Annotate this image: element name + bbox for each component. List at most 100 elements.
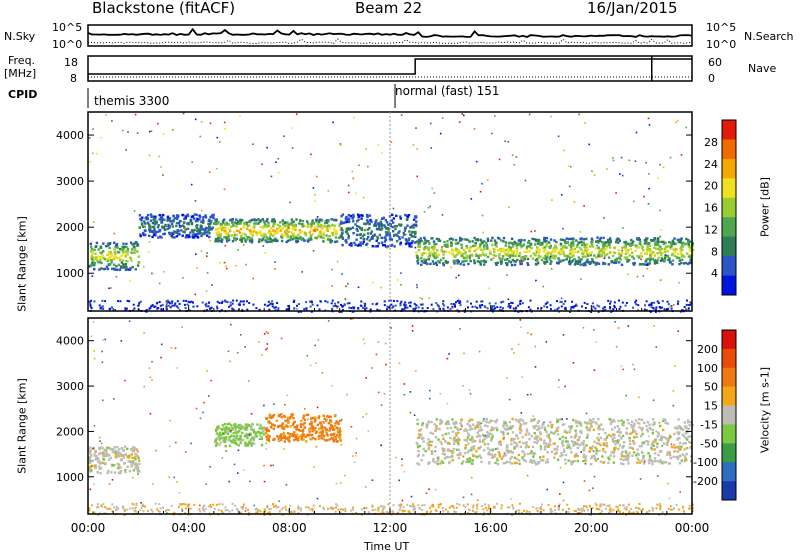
velocity-cell: [642, 457, 645, 460]
power-cell: [507, 140, 510, 143]
power-cell: [438, 239, 442, 242]
power-cell: [632, 262, 635, 265]
power-cell: [348, 302, 351, 305]
power-cell: [305, 301, 307, 304]
velocity-cell: [487, 452, 490, 456]
velocity-cell: [278, 439, 281, 443]
velocity-cell: [472, 447, 476, 450]
velocity-cell: [462, 504, 465, 507]
power-cell: [513, 163, 516, 166]
velocity-cell: [266, 433, 269, 437]
velocity-cell: [446, 420, 449, 423]
velocity-cell: [474, 455, 477, 458]
velocity-cell: [417, 453, 420, 456]
power-cell: [559, 260, 562, 263]
power-cell: [212, 222, 216, 225]
power-cell: [122, 264, 126, 267]
power-cell: [352, 213, 355, 217]
power-cell: [542, 256, 545, 260]
velocity-cell: [469, 438, 472, 441]
power-cell: [393, 245, 396, 248]
power-cell: [208, 171, 211, 173]
velocity-cell: [470, 427, 474, 431]
velocity-cell: [268, 435, 271, 438]
power-cell: [492, 250, 496, 254]
power-cell: [654, 241, 657, 244]
velocity-cell: [116, 462, 119, 466]
power-cell: [204, 226, 208, 230]
velocity-cell: [304, 435, 307, 439]
power-cell: [591, 257, 594, 261]
velocity-cell: [675, 503, 678, 506]
power-cell: [570, 306, 573, 309]
velocity-cell: [667, 437, 670, 440]
power-cell: [182, 224, 185, 227]
power-cell: [602, 262, 605, 266]
velocity-cell: [311, 416, 315, 420]
power-cell: [606, 238, 610, 242]
power-cell: [623, 245, 627, 248]
power-cell: [339, 228, 342, 232]
velocity-cell: [607, 456, 610, 459]
power-cell: [194, 118, 197, 121]
power-cell: [442, 262, 445, 265]
freq-line: [88, 58, 692, 75]
velocity-cell: [485, 420, 488, 424]
power-cell: [553, 257, 556, 260]
power-cell: [335, 240, 339, 243]
power-cell: [345, 285, 347, 288]
velocity-cell: [681, 453, 684, 456]
velocity-cell: [498, 455, 502, 458]
velocity-cell: [566, 443, 570, 447]
power-cell: [193, 228, 196, 232]
velocity-cell: [665, 443, 669, 447]
power-cell: [536, 246, 539, 249]
power-cell: [625, 257, 628, 260]
power-cell: [584, 122, 586, 124]
velocity-cell: [132, 446, 135, 449]
velocity-cell: [240, 427, 243, 430]
noise-tick-right-bottom: 10^0: [706, 38, 737, 51]
velocity-cell: [664, 418, 667, 422]
velocity-cell: [234, 438, 237, 442]
power-cell: [436, 304, 439, 306]
velocity-cell: [522, 441, 525, 445]
velocity-cell: [500, 457, 504, 461]
velocity-cell: [595, 450, 598, 453]
power-cell: [566, 255, 570, 258]
power-cell: [596, 240, 599, 243]
power-cell: [237, 220, 240, 223]
power-cell: [451, 307, 454, 309]
velocity-cell: [231, 440, 234, 444]
velocity-cell: [578, 435, 581, 439]
power-cell: [618, 239, 621, 242]
velocity-cell: [572, 418, 575, 422]
power-cell: [166, 227, 169, 231]
velocity-cell: [417, 449, 420, 453]
velocity-cell: [488, 421, 491, 424]
nsky-label: N.Sky: [4, 30, 36, 43]
power-cell: [660, 229, 663, 231]
power-cell: [581, 263, 585, 266]
velocity-cell: [428, 461, 431, 464]
power-cell: [141, 216, 144, 219]
power-cell: [461, 113, 463, 115]
velocity-cell: [597, 432, 601, 436]
velocity-cell: [467, 434, 470, 437]
power-cell: [235, 225, 238, 228]
power-cell: [442, 307, 445, 310]
velocity-cell: [625, 508, 628, 511]
power-cell: [591, 308, 594, 311]
power-cell: [148, 154, 151, 157]
power-cell: [336, 260, 339, 263]
power-cell: [352, 177, 355, 180]
velocity-cell: [136, 467, 139, 470]
power-cell: [371, 281, 374, 284]
velocity-cell: [582, 507, 585, 510]
power-cell: [534, 253, 537, 256]
power-colorbar-swatch: [722, 139, 736, 160]
power-cell: [205, 231, 209, 234]
power-cell: [412, 218, 416, 221]
noise-tick-left-top: 10^5: [52, 21, 83, 34]
power-cell: [109, 262, 112, 266]
